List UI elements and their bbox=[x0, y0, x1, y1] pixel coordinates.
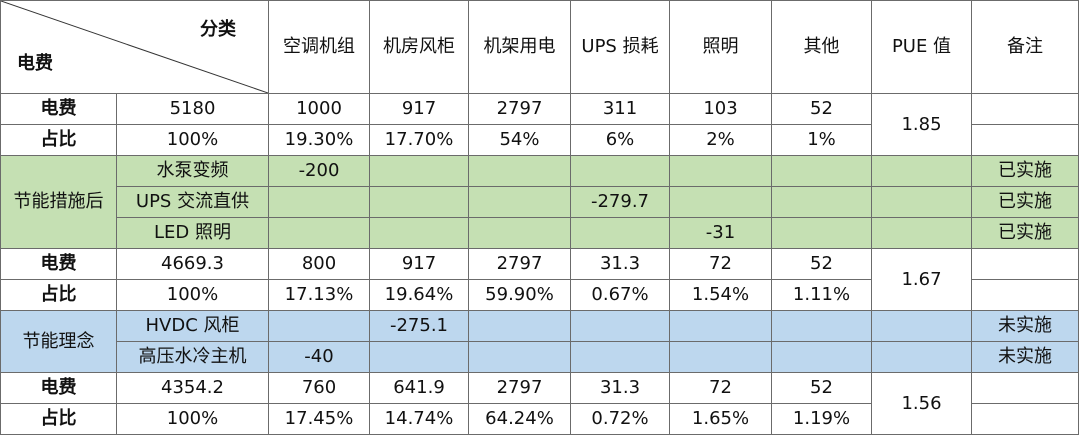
cell-ups-loss: 31.3 bbox=[570, 372, 670, 404]
cell-room-fan: 641.9 bbox=[369, 372, 469, 404]
cell-ups-loss: 6% bbox=[570, 124, 670, 156]
table-row-concept: 节能理念 HVDC 风柜 -275.1 未实施 bbox=[0, 310, 1079, 373]
cell-rack-power: 54% bbox=[468, 124, 571, 156]
cell-lighting: 2% bbox=[669, 124, 772, 156]
cell-total: 4354.2 bbox=[116, 372, 269, 404]
cell-room-fan: -275.1 bbox=[369, 310, 469, 342]
cell-rack-power: 2797 bbox=[468, 372, 571, 404]
table-row-concept: 高压水冷主机 -40 未实施 bbox=[1, 341, 1079, 373]
column-header-room-fan: 机房风柜 bbox=[369, 0, 469, 94]
cell-total: 100% bbox=[116, 124, 269, 156]
header-row: 分类 电费 空调机组 机房风柜 机架用电 UPS 损耗 照明 其他 PUE 值 … bbox=[0, 0, 1079, 94]
cell-lighting: 103 bbox=[669, 93, 772, 125]
row-label-ratio: 占比 bbox=[0, 279, 117, 311]
cell-note bbox=[971, 248, 1079, 280]
cell-lighting: 72 bbox=[669, 248, 772, 280]
cell-ups-loss: 311 bbox=[570, 93, 670, 125]
row-label-ratio: 占比 bbox=[0, 124, 117, 156]
table-row-fee-3: 电费 4354.2 760 641.9 2797 31.3 72 52 1.56 bbox=[0, 372, 1079, 435]
cell-note: 已实施 bbox=[971, 217, 1079, 249]
cell-room-fan: 14.74% bbox=[369, 403, 469, 435]
cell-lighting: 1.54% bbox=[669, 279, 772, 311]
cell-rack-power: 2797 bbox=[468, 248, 571, 280]
concept-label: HVDC 风柜 bbox=[116, 310, 269, 342]
corner-label-category: 分类 bbox=[200, 19, 236, 40]
table-row-fee-1: 电费 5180 1000 917 2797 311 103 52 1.85 bbox=[0, 93, 1079, 156]
cell-room-fan: 917 bbox=[369, 93, 469, 125]
corner-header-cell: 分类 电费 bbox=[0, 0, 269, 94]
cell-total: 100% bbox=[116, 279, 269, 311]
cell-aircon: -40 bbox=[268, 341, 370, 373]
diagonal-divider bbox=[1, 1, 268, 93]
cell-rack-power: 2797 bbox=[468, 93, 571, 125]
cell-other: 1.19% bbox=[771, 403, 872, 435]
row-label-fee: 电费 bbox=[0, 248, 117, 280]
cell-other: 52 bbox=[771, 372, 872, 404]
table-row-ratio-2: 占比 100% 17.13% 19.64% 59.90% 0.67% 1.54%… bbox=[0, 279, 1079, 311]
cell-pue: 1.67 bbox=[871, 248, 972, 311]
table-row-measure: LED 照明 -31 已实施 bbox=[1, 217, 1079, 249]
column-header-lighting: 照明 bbox=[669, 0, 772, 94]
table-row-measure: 节能措施后 水泵变频 -200 已实施 bbox=[0, 155, 1079, 249]
cell-ups-loss: -279.7 bbox=[570, 186, 670, 218]
group-label-concepts: 节能理念 bbox=[0, 310, 117, 373]
cell-other: 1% bbox=[771, 124, 872, 156]
corner-label-fee: 电费 bbox=[17, 53, 53, 74]
measure-label: 水泵变频 bbox=[116, 155, 269, 187]
cell-lighting: -31 bbox=[669, 217, 772, 249]
cell-note bbox=[971, 279, 1079, 311]
group-label-measures: 节能措施后 bbox=[0, 155, 117, 249]
cell-room-fan: 19.64% bbox=[369, 279, 469, 311]
cell-ups-loss: 0.67% bbox=[570, 279, 670, 311]
table-row-ratio-3: 占比 100% 17.45% 14.74% 64.24% 0.72% 1.65%… bbox=[0, 403, 1079, 435]
cell-room-fan: 917 bbox=[369, 248, 469, 280]
cell-note bbox=[971, 403, 1079, 435]
table-row-fee-2: 电费 4669.3 800 917 2797 31.3 72 52 1.67 bbox=[0, 248, 1079, 311]
cell-rack-power: 59.90% bbox=[468, 279, 571, 311]
row-label-fee: 电费 bbox=[0, 93, 117, 125]
cell-lighting: 1.65% bbox=[669, 403, 772, 435]
column-header-pue: PUE 值 bbox=[871, 0, 972, 94]
cell-pue: 1.56 bbox=[871, 372, 972, 435]
column-header-ups-loss: UPS 损耗 bbox=[570, 0, 670, 94]
cell-note: 已实施 bbox=[971, 155, 1079, 187]
cell-aircon: 1000 bbox=[268, 93, 370, 125]
cell-ups-loss: 0.72% bbox=[570, 403, 670, 435]
cell-note bbox=[971, 93, 1079, 125]
cell-rack-power: 64.24% bbox=[468, 403, 571, 435]
table-row-ratio-1: 占比 100% 19.30% 17.70% 54% 6% 2% 1% bbox=[0, 124, 1079, 156]
cell-other: 1.11% bbox=[771, 279, 872, 311]
concept-label: 高压水冷主机 bbox=[116, 341, 269, 373]
cell-total: 5180 bbox=[116, 93, 269, 125]
column-header-rack-power: 机架用电 bbox=[468, 0, 571, 94]
cell-ups-loss: 31.3 bbox=[570, 248, 670, 280]
cell-total: 100% bbox=[116, 403, 269, 435]
cell-pue: 1.85 bbox=[871, 93, 972, 156]
cell-note: 已实施 bbox=[971, 186, 1079, 218]
cell-other: 52 bbox=[771, 93, 872, 125]
cell-aircon: 17.13% bbox=[268, 279, 370, 311]
cell-note bbox=[971, 124, 1079, 156]
cell-aircon: -200 bbox=[268, 155, 370, 187]
cell-note: 未实施 bbox=[971, 341, 1079, 373]
cell-aircon: 19.30% bbox=[268, 124, 370, 156]
row-label-ratio: 占比 bbox=[0, 403, 117, 435]
cell-aircon: 800 bbox=[268, 248, 370, 280]
measure-label: UPS 交流直供 bbox=[116, 186, 269, 218]
cell-total: 4669.3 bbox=[116, 248, 269, 280]
measure-label: LED 照明 bbox=[116, 217, 269, 249]
table-row-measure: UPS 交流直供 -279.7 已实施 bbox=[1, 186, 1079, 218]
column-header-note: 备注 bbox=[971, 0, 1079, 94]
cell-note bbox=[971, 372, 1079, 404]
cell-aircon: 17.45% bbox=[268, 403, 370, 435]
row-label-fee: 电费 bbox=[0, 372, 117, 404]
column-header-other: 其他 bbox=[771, 0, 872, 94]
cell-other: 52 bbox=[771, 248, 872, 280]
cell-room-fan: 17.70% bbox=[369, 124, 469, 156]
cell-aircon: 760 bbox=[268, 372, 370, 404]
column-header-aircon: 空调机组 bbox=[268, 0, 370, 94]
cell-note: 未实施 bbox=[971, 310, 1079, 342]
cell-lighting: 72 bbox=[669, 372, 772, 404]
